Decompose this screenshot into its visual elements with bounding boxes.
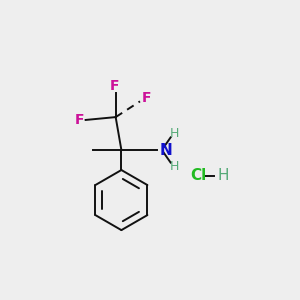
Text: F: F	[110, 80, 119, 94]
Text: Cl: Cl	[190, 168, 206, 183]
Text: H: H	[218, 168, 229, 183]
Text: F: F	[142, 91, 151, 105]
Text: N: N	[159, 142, 172, 158]
Text: F: F	[75, 113, 84, 127]
Text: H: H	[169, 128, 179, 140]
Text: H: H	[169, 160, 179, 172]
